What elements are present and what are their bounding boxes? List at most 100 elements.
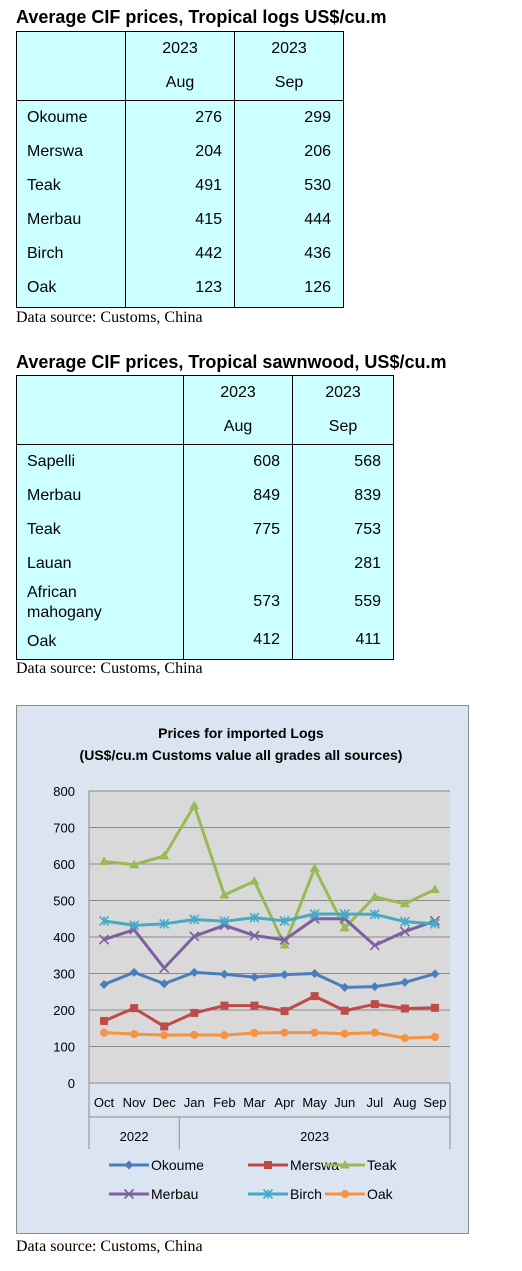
- species-name-multiline: African mahogany: [17, 581, 183, 625]
- legend-item-merswa: Merswa: [248, 1157, 339, 1173]
- data-point-oak: [100, 1028, 109, 1037]
- species-name: Sapelli: [27, 453, 76, 470]
- header-year: 2023: [220, 384, 256, 401]
- data-point-oak: [340, 1029, 349, 1038]
- data-point-merswa: [310, 992, 319, 1001]
- series-birch: [98, 908, 441, 931]
- data-point-okoume: [189, 967, 199, 977]
- sawnwood-price-table: 2023 Aug 2023 Sep Sapelli Merbau Teak La…: [16, 375, 394, 660]
- data-point-merswa: [370, 1000, 379, 1009]
- data-point-okoume: [159, 979, 169, 989]
- x-tick-label: Dec: [153, 1095, 177, 1110]
- price-value: 276: [195, 109, 222, 126]
- data-point-merbau: [339, 913, 350, 924]
- legend-item-birch: Birch: [248, 1186, 322, 1202]
- price-value: 412: [253, 631, 280, 648]
- legend-label-teak: Teak: [367, 1157, 398, 1173]
- data-point-oak: [280, 1028, 289, 1037]
- legend-label-merswa: Merswa: [290, 1157, 339, 1173]
- legend-marker-merswa: [264, 1161, 272, 1169]
- data-point-oak: [370, 1028, 379, 1037]
- species-name-line: mahogany: [27, 604, 102, 621]
- data-point-oak: [400, 1034, 409, 1043]
- log-prices-chart: Prices for imported Logs (US$/cu.m Custo…: [16, 705, 469, 1234]
- header-sep-cell: 2023 Sep: [292, 375, 394, 445]
- data-point-merswa: [190, 1008, 199, 1017]
- data-point-teak: [219, 890, 230, 899]
- data-point-birch: [309, 908, 320, 920]
- data-point-okoume: [400, 977, 410, 987]
- data-point-teak: [429, 884, 440, 894]
- data-point-okoume: [129, 967, 139, 977]
- species-name-line: African: [27, 584, 77, 601]
- data-point-teak: [369, 891, 380, 901]
- species-name: Oak: [27, 279, 57, 296]
- legend-item-okoume: Okoume: [109, 1157, 204, 1173]
- legend-marker-birch: [262, 1188, 274, 1200]
- logs-price-table: 2023 Aug 2023 Sep Okoume Merswa Teak Mer…: [16, 31, 344, 308]
- legend-item-oak: Oak: [325, 1186, 394, 1202]
- series-merswa: [100, 992, 439, 1031]
- data-point-birch: [279, 915, 290, 927]
- data-point-teak: [159, 850, 170, 860]
- data-point-merbau: [399, 926, 410, 937]
- series-line-teak: [103, 804, 436, 947]
- legend-label-okoume: Okoume: [151, 1157, 204, 1173]
- x-tick-label: Feb: [213, 1095, 235, 1110]
- data-point-merswa: [220, 1001, 229, 1010]
- data-point-merswa: [280, 1007, 289, 1016]
- legend-label-merbau: Merbau: [151, 1186, 198, 1202]
- data-point-okoume: [219, 969, 229, 979]
- logs-data-source: Data source: Customs, China: [16, 309, 203, 326]
- y-tick-label: 700: [53, 821, 75, 836]
- data-point-teak: [309, 863, 320, 872]
- data-point-birch: [129, 920, 140, 931]
- sawnwood-table-title: Average CIF prices, Tropical sawnwood, U…: [16, 352, 447, 372]
- species-name: Merbau: [27, 487, 82, 504]
- header-aug-cell: 2023 Aug: [183, 375, 293, 445]
- data-point-oak: [220, 1031, 229, 1040]
- axis-layer: 0 100 200 300 400 500 600 700 800 Oct Nov Dec Jan Feb…: [53, 784, 451, 1149]
- table-body-row: Okoume Merswa Teak Merbau Birch Oak 276 …: [16, 100, 344, 308]
- legend-marker-merbau: [123, 1188, 135, 1200]
- series-okoume: [99, 967, 440, 992]
- chart-canvas: Prices for imported Logs (US$/cu.m Custo…: [53, 725, 451, 1202]
- species-column: Sapelli Merbau Teak Lauan African mahoga…: [16, 444, 184, 660]
- data-point-okoume: [370, 982, 380, 992]
- species-column: Okoume Merswa Teak Merbau Birch Oak: [16, 100, 126, 308]
- legend-item-merbau: Merbau: [109, 1186, 198, 1202]
- chart-data-source: Data source: Customs, China: [16, 1238, 203, 1255]
- x-tick-label: Nov: [123, 1095, 147, 1110]
- data-point-oak: [250, 1028, 259, 1037]
- header-blank-cell: [16, 31, 126, 101]
- data-point-birch: [429, 918, 441, 929]
- y-tick-label: 300: [53, 967, 75, 982]
- price-value: 415: [195, 211, 222, 228]
- price-value: [184, 547, 292, 581]
- header-year: 2023: [162, 40, 198, 57]
- legend-marker-okoume: [124, 1160, 134, 1170]
- x-tick-label: Oct: [94, 1095, 115, 1110]
- data-point-birch: [189, 914, 200, 925]
- data-point-merbau: [369, 940, 380, 951]
- data-point-birch: [219, 916, 230, 927]
- price-value: 436: [304, 245, 331, 262]
- series-line-birch: [103, 912, 436, 927]
- chart-subtitle: (US$/cu.m Customs value all grades all s…: [80, 747, 403, 763]
- species-name: Okoume: [27, 109, 88, 126]
- header-sep-cell: 2023 Sep: [234, 31, 344, 101]
- y-tick-label: 200: [53, 1003, 75, 1018]
- price-value: 411: [355, 631, 381, 648]
- y-tick-label: 100: [53, 1040, 75, 1055]
- series-line-oak: [103, 1031, 436, 1040]
- data-point-teak: [99, 856, 110, 865]
- header-year: 2023: [271, 40, 307, 57]
- legend-label-oak: Oak: [367, 1186, 394, 1202]
- table-header-row: 2023 Aug 2023 Sep: [16, 375, 394, 445]
- data-point-teak: [189, 800, 200, 810]
- species-name: Oak: [27, 633, 57, 650]
- price-value: 126: [304, 279, 331, 296]
- data-point-okoume: [310, 969, 320, 978]
- plot-area: [89, 790, 450, 1084]
- data-point-merswa: [340, 1006, 349, 1015]
